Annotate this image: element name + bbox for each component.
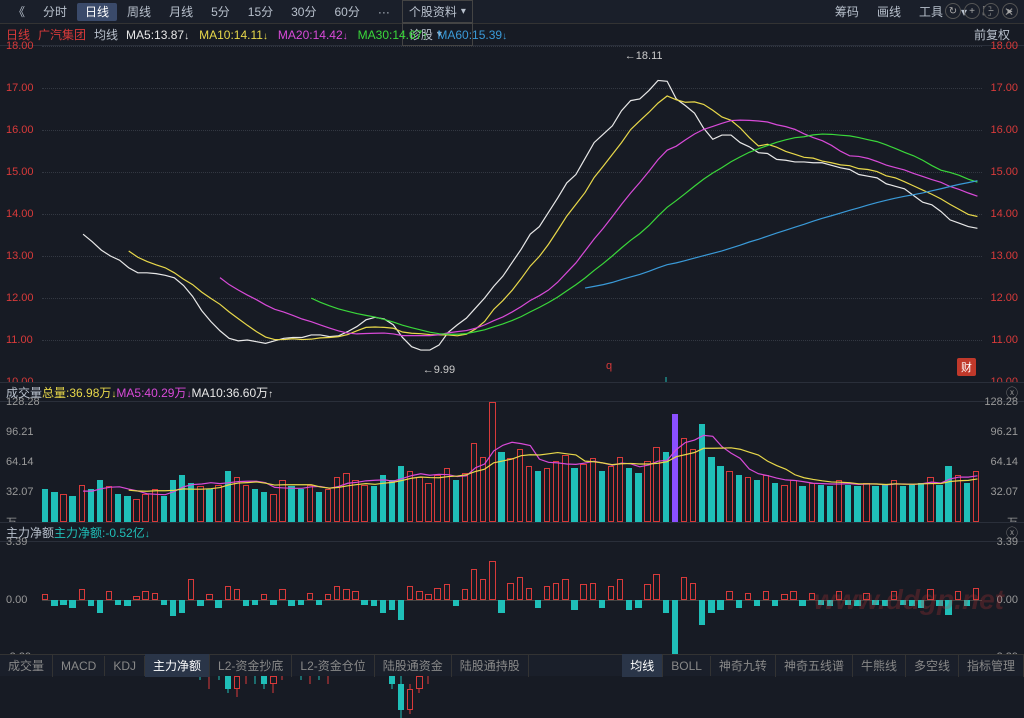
volume-total: 总量:36.98万 [42, 384, 116, 401]
ma5-value: MA5:13.87 [126, 28, 189, 42]
timeframe-···[interactable]: ··· [370, 3, 398, 21]
indicator-tab-KDJ[interactable]: KDJ [105, 656, 145, 676]
timeframe-周线[interactable]: 周线 [119, 3, 159, 21]
timeframe-60分[interactable]: 60分 [326, 3, 367, 21]
indicator-tab-成交量[interactable]: 成交量 [0, 654, 53, 677]
timeframe-30分[interactable]: 30分 [283, 3, 324, 21]
bottom-tabs: 成交量MACDKDJ主力净额L2-资金抄底L2-资金仓位陆股通资金陆股通持股 均线… [0, 654, 1024, 676]
dropdown-个股资料[interactable]: 个股资料 [402, 0, 473, 23]
netflow-chart[interactable]: -3.39-3.390.000.003.393.39 [0, 542, 1024, 657]
overlay-tab-牛熊线[interactable]: 牛熊线 [853, 654, 906, 677]
ma30-value: MA30:14.67 [358, 28, 428, 42]
timeframe-5分[interactable]: 5分 [203, 3, 238, 21]
overlay-tab-指标管理[interactable]: 指标管理 [959, 654, 1024, 677]
timeframe-分时[interactable]: 分时 [35, 3, 75, 21]
indicator-tab-陆股通持股[interactable]: 陆股通持股 [452, 654, 529, 677]
timeframe-日线[interactable]: 日线 [77, 3, 117, 21]
q-marker: q [606, 360, 612, 372]
indicator-tab-陆股通资金[interactable]: 陆股通资金 [375, 654, 452, 677]
volume-chart[interactable]: 万万32.0732.0764.1464.1496.2196.21128.2812… [0, 402, 1024, 522]
timeframe-15分[interactable]: 15分 [240, 3, 281, 21]
indicator-tab-MACD[interactable]: MACD [53, 656, 105, 676]
refresh-icon[interactable]: ↻ [945, 3, 961, 19]
indicator-tab-L2-资金抄底[interactable]: L2-资金抄底 [210, 654, 292, 677]
collapse-icon[interactable]: ▸ [1002, 3, 1018, 19]
indicator-tab-主力净额[interactable]: 主力净额 [145, 654, 210, 677]
ma60-value: MA60:15.39 [437, 28, 507, 42]
low-annotation: ←9.99 [423, 364, 455, 376]
top-toolbar: 《 分时日线周线月线5分15分30分60分··· 多周期图个股资料诊股 筹码画线… [0, 0, 1024, 24]
ma10-value: MA10:14.11 [199, 28, 268, 42]
ma20-value: MA20:14.42 [278, 28, 348, 42]
zoom-in-icon[interactable]: + [964, 3, 980, 19]
tool-筹码[interactable]: 筹码 [827, 3, 867, 21]
volume-ma5: MA5:40.29万 [116, 384, 191, 401]
netflow-header: 主力净额 主力净额:-0.52亿 ⓧ [0, 522, 1024, 542]
main-price-chart[interactable]: 10.0010.0011.0011.0012.0012.0013.0013.00… [0, 46, 1024, 382]
high-annotation: ←18.11 [625, 50, 663, 62]
volume-ma10: MA10:36.60万 [191, 384, 273, 401]
indicator-tab-L2-资金仓位[interactable]: L2-资金仓位 [292, 654, 374, 677]
overlay-tab-BOLL[interactable]: BOLL [663, 656, 711, 676]
stock-name: 广汽集团 [38, 26, 86, 43]
netflow-value: 主力净额:-0.52亿 [54, 524, 150, 541]
zoom-out-icon[interactable]: − [983, 3, 999, 19]
overlay-tab-神奇九转[interactable]: 神奇九转 [711, 654, 776, 677]
overlay-tab-均线[interactable]: 均线 [622, 654, 663, 677]
main-info-bar: 日线 广汽集团 均线 MA5:13.87 MA10:14.11 MA20:14.… [0, 24, 1024, 46]
timeframe-月线[interactable]: 月线 [161, 3, 201, 21]
overlay-tab-多空线[interactable]: 多空线 [906, 654, 959, 677]
overlay-tab-神奇五线谱[interactable]: 神奇五线谱 [776, 654, 853, 677]
finance-badge[interactable]: 财 [957, 358, 976, 376]
back-button[interactable]: 《 [5, 1, 33, 22]
ma-label: 均线 [94, 26, 118, 43]
tool-画线[interactable]: 画线 [869, 3, 909, 21]
volume-header: 成交量 总量:36.98万 MA5:40.29万 MA10:36.60万 ⓧ [0, 382, 1024, 402]
